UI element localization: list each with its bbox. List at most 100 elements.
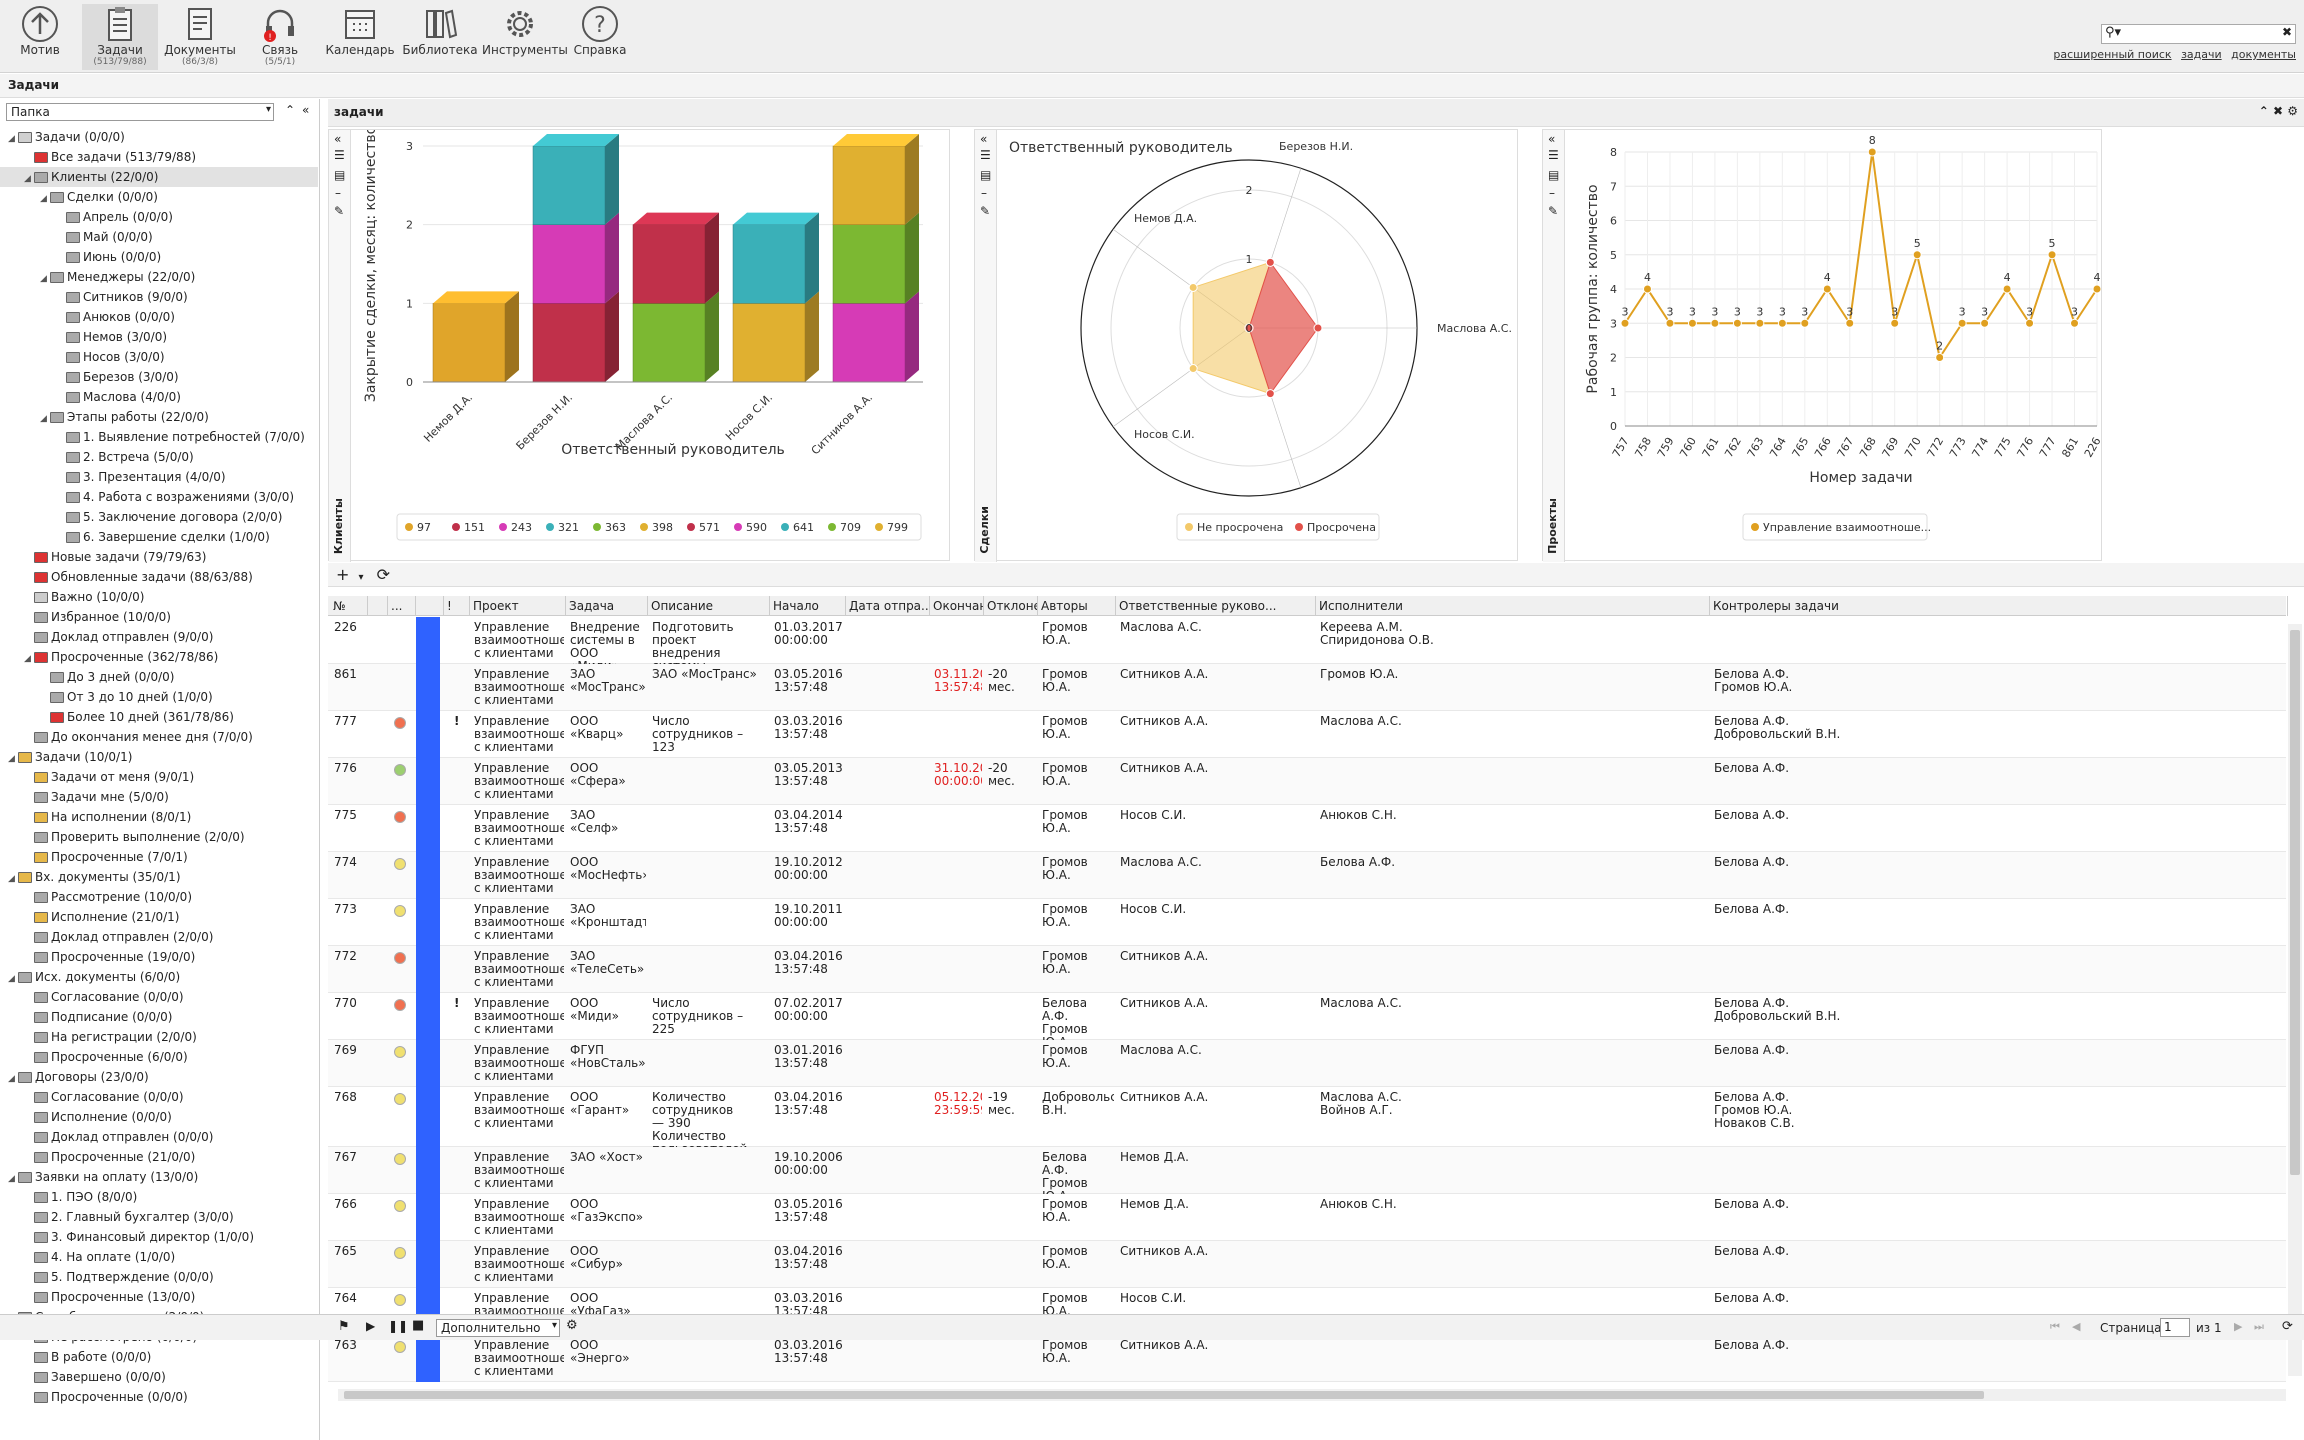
column-header[interactable] [368,596,388,616]
list-icon[interactable]: ☰ [1548,148,1559,162]
tree-item[interactable]: Проверить выполнение (2/0/0) [0,827,318,847]
tree-item[interactable]: 2. Встреча (5/0/0) [0,447,318,467]
tree-item[interactable]: Завершено (0/0/0) [0,1367,318,1387]
tree-item[interactable]: 5. Подтверждение (0/0/0) [0,1267,318,1287]
tree-item[interactable]: От 3 до 10 дней (1/0/0) [0,687,318,707]
table-row[interactable]: 775 Управление взаимоотношениями с клиент… [328,805,2286,852]
chart-icon[interactable]: ▤ [334,168,346,182]
next-page-icon[interactable]: ▶ [2234,1320,2243,1333]
last-page-icon[interactable]: ⏭ [2254,1320,2264,1333]
tree-item[interactable]: 6. Завершение сделки (1/0/0) [0,527,318,547]
toolbar-tasks[interactable]: Задачи (513/79/88) [82,4,158,70]
table-row[interactable]: 226 Управление взаимоотношениями с клиент… [328,617,2286,673]
table-row[interactable]: 766 Управление взаимоотношениями с клиент… [328,1194,2286,1241]
expander-icon[interactable]: ◢ [8,134,15,144]
tree-item[interactable]: 3. Финансовый директор (1/0/0) [0,1227,318,1247]
column-header[interactable] [416,596,444,616]
table-row[interactable]: 776 Управление взаимоотношениями с клиент… [328,758,2286,805]
expander-icon[interactable]: ◢ [8,1074,15,1084]
tree-item[interactable]: ◢ Исх. документы (6/0/0) [0,967,318,987]
tree-item[interactable]: Доклад отправлен (2/0/0) [0,927,318,947]
column-header[interactable]: Авторы [1038,596,1116,616]
tree-item[interactable]: Важно (10/0/0) [0,587,318,607]
expander-icon[interactable]: ◢ [8,874,15,884]
expander-icon[interactable]: ◢ [40,274,47,284]
toolbar-communication[interactable]: ! Связь (5/5/1) [242,4,318,67]
column-header[interactable]: Начало [770,596,846,616]
tree-item[interactable]: Доклад отправлен (0/0/0) [0,1127,318,1147]
tree-item[interactable]: Новые задачи (79/79/63) [0,547,318,567]
collapse-icon[interactable]: « [980,132,988,146]
tree-item[interactable]: Немов (3/0/0) [0,327,318,347]
tree-item[interactable]: ◢ Задачи (0/0/0) [0,127,318,147]
pencil-icon[interactable]: ✎ [334,204,345,218]
table-row[interactable]: 769 Управление взаимоотношениями с клиент… [328,1040,2286,1087]
page-input[interactable]: 1 [2160,1318,2190,1337]
tree-item[interactable]: Просроченные (7/0/1) [0,847,318,867]
pencil-icon[interactable]: ✎ [1548,204,1559,218]
tree-item[interactable]: ◢ Сделки (0/0/0) [0,187,318,207]
tree-item[interactable]: Маслова (4/0/0) [0,387,318,407]
table-row[interactable]: 768 Управление взаимоотношениями с клиент… [328,1087,2286,1169]
tree-item[interactable]: ◢ Задачи (10/0/1) [0,747,318,767]
table-row[interactable]: 861 Управление взаимоотношениями с клиент… [328,664,2286,711]
tree-item[interactable]: Все задачи (513/79/88) [0,147,318,167]
toolbar-library[interactable]: Библиотека [402,4,478,57]
toolbar-motiv[interactable]: Мотив [2,4,78,57]
tree-item[interactable]: 1. Выявление потребностей (7/0/0) [0,427,318,447]
chevron-down-icon[interactable]: ▾ [358,572,364,583]
extra-select[interactable]: Дополнительно ▾ [436,1319,560,1337]
tree-item[interactable]: Исполнение (0/0/0) [0,1107,318,1127]
expander-icon[interactable]: ◢ [8,974,15,984]
table-row[interactable]: 765 Управление взаимоотношениями с клиент… [328,1241,2286,1288]
tree-item[interactable]: Избранное (10/0/0) [0,607,318,627]
expander-icon[interactable]: ◢ [40,414,47,424]
tree-item[interactable]: ◢ Менеджеры (22/0/0) [0,267,318,287]
tree-item[interactable]: Просроченные (19/0/0) [0,947,318,967]
tree-item[interactable]: Просроченные (21/0/0) [0,1147,318,1167]
window-controls[interactable]: ⌃ ✖ ⚙ [2258,104,2298,118]
chart-icon[interactable]: ▤ [980,168,992,182]
minus-icon[interactable]: – [335,186,341,200]
tree-item[interactable]: 4. Работа с возражениями (3/0/0) [0,487,318,507]
tree-item[interactable]: Подписание (0/0/0) [0,1007,318,1027]
tree-item[interactable]: Июнь (0/0/0) [0,247,318,267]
column-header[interactable]: Контролеры задачи [1710,596,2288,616]
tree-item[interactable]: В работе (0/0/0) [0,1347,318,1367]
toolbar-help[interactable]: ? Справка [562,4,638,57]
refresh-icon[interactable]: ⟳ [2282,1319,2293,1334]
tree-item[interactable]: До 3 дней (0/0/0) [0,667,318,687]
tree-item[interactable]: 1. ПЭО (8/0/0) [0,1187,318,1207]
pencil-icon[interactable]: ✎ [980,204,991,218]
tree-item[interactable]: ◢ Этапы работы (22/0/0) [0,407,318,427]
first-page-icon[interactable]: ⏮ [2050,1320,2060,1333]
search-input[interactable]: ⚲▾ ✖ [2101,24,2296,44]
table-row[interactable]: ! 770 Управление взаимоотношениями с клиен… [328,993,2286,1049]
table-row[interactable]: 772 Управление взаимоотношениями с клиент… [328,946,2286,993]
tree-item[interactable]: Согласование (0/0/0) [0,1087,318,1107]
column-header[interactable]: ... [388,596,416,616]
tree-item[interactable]: 3. Презентация (4/0/0) [0,467,318,487]
hide-panel-icon[interactable]: « [302,103,310,117]
tree-item[interactable]: Согласование (0/0/0) [0,987,318,1007]
collapse-icon[interactable]: « [1548,132,1556,146]
tree-item[interactable]: Просроченные (13/0/0) [0,1287,318,1307]
tree-item[interactable]: Апрель (0/0/0) [0,207,318,227]
expander-icon[interactable]: ◢ [24,654,31,664]
add-icon[interactable]: + [336,565,350,584]
column-header[interactable]: Задача [566,596,648,616]
toolbar-calendar[interactable]: Календарь [322,4,398,57]
chart-icon[interactable]: ▤ [1548,168,1560,182]
tree-item[interactable]: 4. На оплате (1/0/0) [0,1247,318,1267]
tree-item[interactable]: Май (0/0/0) [0,227,318,247]
tree-item[interactable]: Березов (3/0/0) [0,367,318,387]
tree-item[interactable]: Доклад отправлен (9/0/0) [0,627,318,647]
column-header[interactable]: Отклоне... [984,596,1038,616]
expander-icon[interactable]: ◢ [8,754,15,764]
toolbar-documents[interactable]: Документы (86/3/8) [162,4,238,67]
list-icon[interactable]: ☰ [980,148,991,162]
expander-icon[interactable]: ◢ [24,174,31,184]
tree-item[interactable]: Носов (3/0/0) [0,347,318,367]
tree-item[interactable]: ◢ Заявки на оплату (13/0/0) [0,1167,318,1187]
tree-item[interactable]: Ситников (9/0/0) [0,287,318,307]
